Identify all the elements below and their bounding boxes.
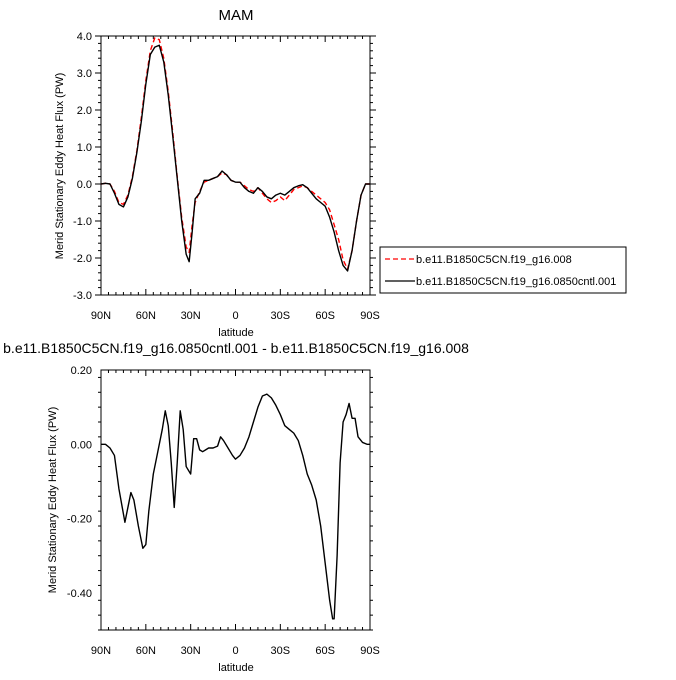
- x-axis-label-bottom: latitude: [218, 662, 253, 674]
- x-tick-label: 60S: [315, 310, 335, 322]
- series-line-1: [100, 37, 370, 270]
- panel-top: MAM latitude Merid Stationary Eddy Heat …: [54, 7, 380, 339]
- x-tick-label: 60S: [315, 645, 335, 657]
- y-tick-label: -1.0: [73, 216, 92, 228]
- series-line-2: [100, 44, 370, 272]
- chart-title-bottom: b.e11.B1850C5CN.f19_g16.0850cntl.001 - b…: [3, 340, 469, 356]
- y-tick-label: 4.0: [77, 31, 92, 43]
- x-tick-label: 30N: [181, 645, 201, 657]
- legend-label-series-1: b.e11.B1850C5CN.f19_g16.008: [416, 254, 572, 266]
- plot-frame: [100, 35, 371, 296]
- y-tick-label: -0.40: [67, 588, 92, 600]
- y-tick-label: 2.0: [77, 105, 92, 117]
- panel-bottom: b.e11.B1850C5CN.f19_g16.0850cntl.001 - b…: [3, 340, 469, 674]
- x-tick-label: 90N: [91, 310, 111, 322]
- x-tick-label: 90S: [360, 645, 380, 657]
- x-axis-label-top: latitude: [218, 327, 253, 339]
- y-tick-label: -3.0: [73, 290, 92, 302]
- y-axis-label-top: Merid Stationary Eddy Heat Flux (PW): [54, 73, 66, 259]
- y-tick-label: -0.20: [67, 514, 92, 526]
- x-tick-label: 0: [232, 645, 238, 657]
- y-axis-label-bottom: Merid Stationary Eddy Heat Flux (PW): [47, 407, 59, 593]
- legend-label-series-2: b.e11.B1850C5CN.f19_g16.0850cntl.001: [416, 276, 616, 288]
- x-tick-label: 90S: [360, 310, 380, 322]
- plot-frame: [100, 369, 371, 631]
- y-tick-label: 0.0: [77, 179, 92, 191]
- legend-box: [379, 246, 627, 294]
- y-tick-label: 3.0: [77, 68, 92, 80]
- x-tick-label: 30N: [181, 310, 201, 322]
- y-tick-label: 0.20: [71, 365, 92, 377]
- x-tick-label: 30S: [271, 645, 291, 657]
- legend: b.e11.B1850C5CN.f19_g16.008 b.e11.B1850C…: [379, 246, 627, 294]
- series-line-1: [101, 393, 370, 620]
- y-tick-label: -2.0: [73, 253, 92, 265]
- x-tick-label: 60N: [136, 645, 156, 657]
- chart-title-top: MAM: [219, 7, 254, 24]
- x-tick-label: 60N: [136, 310, 156, 322]
- y-tick-label: 0.00: [71, 439, 92, 451]
- y-tick-label: 1.0: [77, 142, 92, 154]
- x-tick-label: 30S: [271, 310, 291, 322]
- x-tick-label: 90N: [91, 645, 111, 657]
- x-tick-label: 0: [232, 310, 238, 322]
